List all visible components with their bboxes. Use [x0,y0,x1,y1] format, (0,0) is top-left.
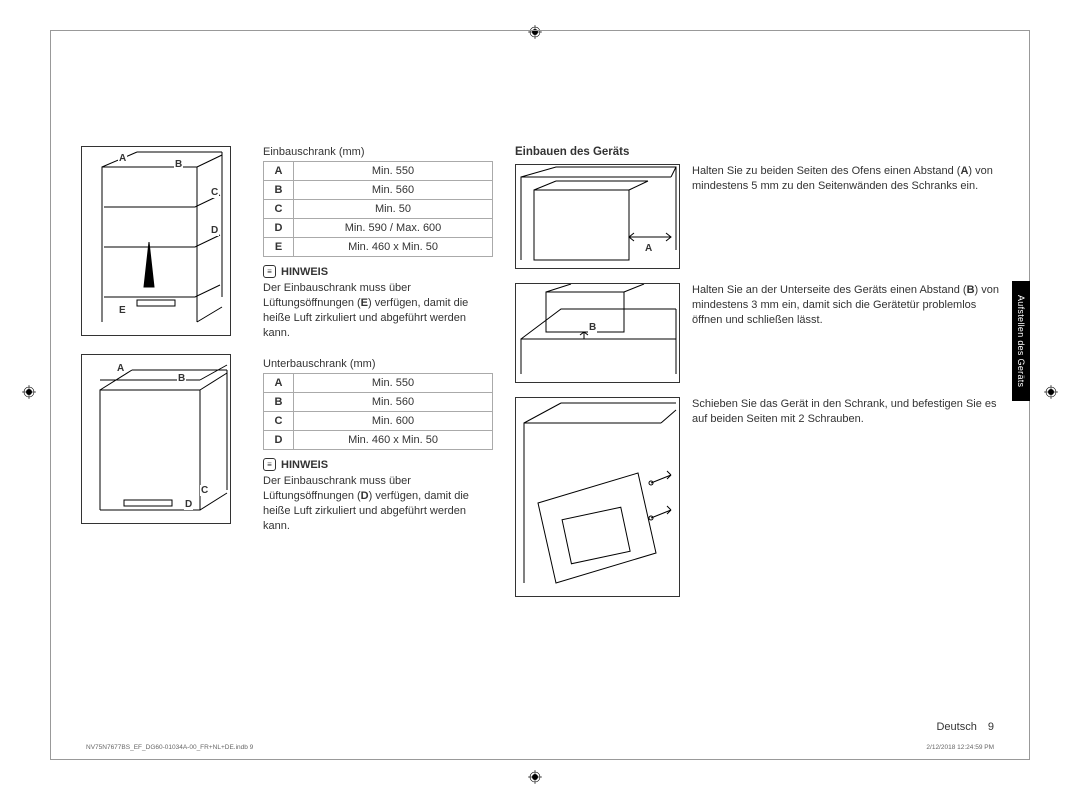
cell-key: B [264,181,294,200]
hinweis-label: HINWEIS [281,459,328,471]
hinweis-text: Der Einbauschrank muss über Lüftungsöffn… [263,281,493,340]
cell-val: Min. 460 x Min. 50 [294,431,493,450]
dim-label: B [174,159,183,170]
hinweis-heading: ≡ HINWEIS [263,458,493,471]
diagram-screw-in [515,397,680,597]
insert-oven-icon [516,398,681,598]
column-diagrams: A B C D E [81,146,241,611]
table-caption: Einbauschrank (mm) [263,146,493,158]
cell-key: A [264,162,294,181]
diagram-einbauschrank: A B C D E [81,146,231,336]
note-icon: ≡ [263,265,276,278]
cell-val: Min. 460 x Min. 50 [294,238,493,257]
side-gap-icon [516,165,681,270]
cell-val: Min. 50 [294,200,493,219]
table-einbauschrank: AMin. 550 BMin. 560 CMin. 50 DMin. 590 /… [263,161,493,257]
diagram-gap-a: A [515,164,680,269]
print-meta-file: NV75N7677BS_EF_DG60-01034A-00_FR+NL+DE.i… [86,744,253,751]
step-text-pre: Halten Sie an der Unterseite des Geräts … [692,284,967,296]
registration-mark-icon [1044,385,1058,399]
cell-key: C [264,412,294,431]
step-text: Halten Sie zu beiden Seiten des Ofens ei… [692,164,999,269]
dim-label: B [177,373,186,384]
diagram-gap-b: B [515,283,680,383]
hinweis-label: HINWEIS [281,266,328,278]
diagram-unterbauschrank: A B C D [81,354,231,524]
cell-val: Min. 560 [294,393,493,412]
table-caption: Unterbauschrank (mm) [263,358,493,370]
cell-val: Min. 600 [294,412,493,431]
cell-key: E [264,238,294,257]
note-icon: ≡ [263,458,276,471]
dim-label: E [118,305,127,316]
column-specs: Einbauschrank (mm) AMin. 550 BMin. 560 C… [263,146,493,611]
install-step: Schieben Sie das Gerät in den Schrank, u… [515,397,999,597]
cell-key: D [264,219,294,238]
cell-val: Min. 560 [294,181,493,200]
dim-label: B [588,322,597,333]
cell-key: B [264,393,294,412]
cell-val: Min. 550 [294,374,493,393]
step-text-pre: Halten Sie zu beiden Seiten des Ofens ei… [692,165,960,177]
hinweis-heading: ≡ HINWEIS [263,265,493,278]
step-key: B [967,284,975,296]
section-tab: Aufstellen des Geräts [1012,281,1030,401]
page-footer: Deutsch 9 [936,721,994,733]
cell-val: Min. 550 [294,162,493,181]
dim-label: A [644,243,653,254]
dim-label: C [210,187,219,198]
dim-label: D [184,499,193,510]
footer-lang: Deutsch [936,721,976,733]
print-meta-stamp: 2/12/2018 12:24:59 PM [926,744,994,751]
registration-mark-icon [528,770,542,784]
footer-page: 9 [988,721,994,733]
dim-label: C [200,485,209,496]
column-installation: Einbauen des Geräts A [515,146,999,611]
cabinet-tall-icon [82,147,232,337]
dim-label: D [210,225,219,236]
section-heading: Einbauen des Geräts [515,146,999,158]
cell-val: Min. 590 / Max. 600 [294,219,493,238]
cabinet-under-icon [82,355,232,525]
table-unterbauschrank: AMin. 550 BMin. 560 CMin. 600 DMin. 460 … [263,373,493,450]
install-step: B Halten Sie an der Unterseite des Gerät… [515,283,999,383]
step-text: Halten Sie an der Unterseite des Geräts … [692,283,999,383]
cell-key: D [264,431,294,450]
content-columns: A B C D E [81,146,999,611]
hinweis-key: E [361,297,368,309]
hinweis-key: D [361,490,369,502]
cell-key: A [264,374,294,393]
dim-label: A [118,153,127,164]
registration-mark-icon [22,385,36,399]
bottom-gap-icon [516,284,681,384]
cell-key: C [264,200,294,219]
hinweis-text: Der Einbauschrank muss über Lüftungsöffn… [263,474,493,533]
page: Aufstellen des Geräts [50,30,1030,760]
step-text: Schieben Sie das Gerät in den Schrank, u… [692,397,999,597]
dim-label: A [116,363,125,374]
install-step: A Halten Sie zu beiden Seiten des Ofens … [515,164,999,269]
